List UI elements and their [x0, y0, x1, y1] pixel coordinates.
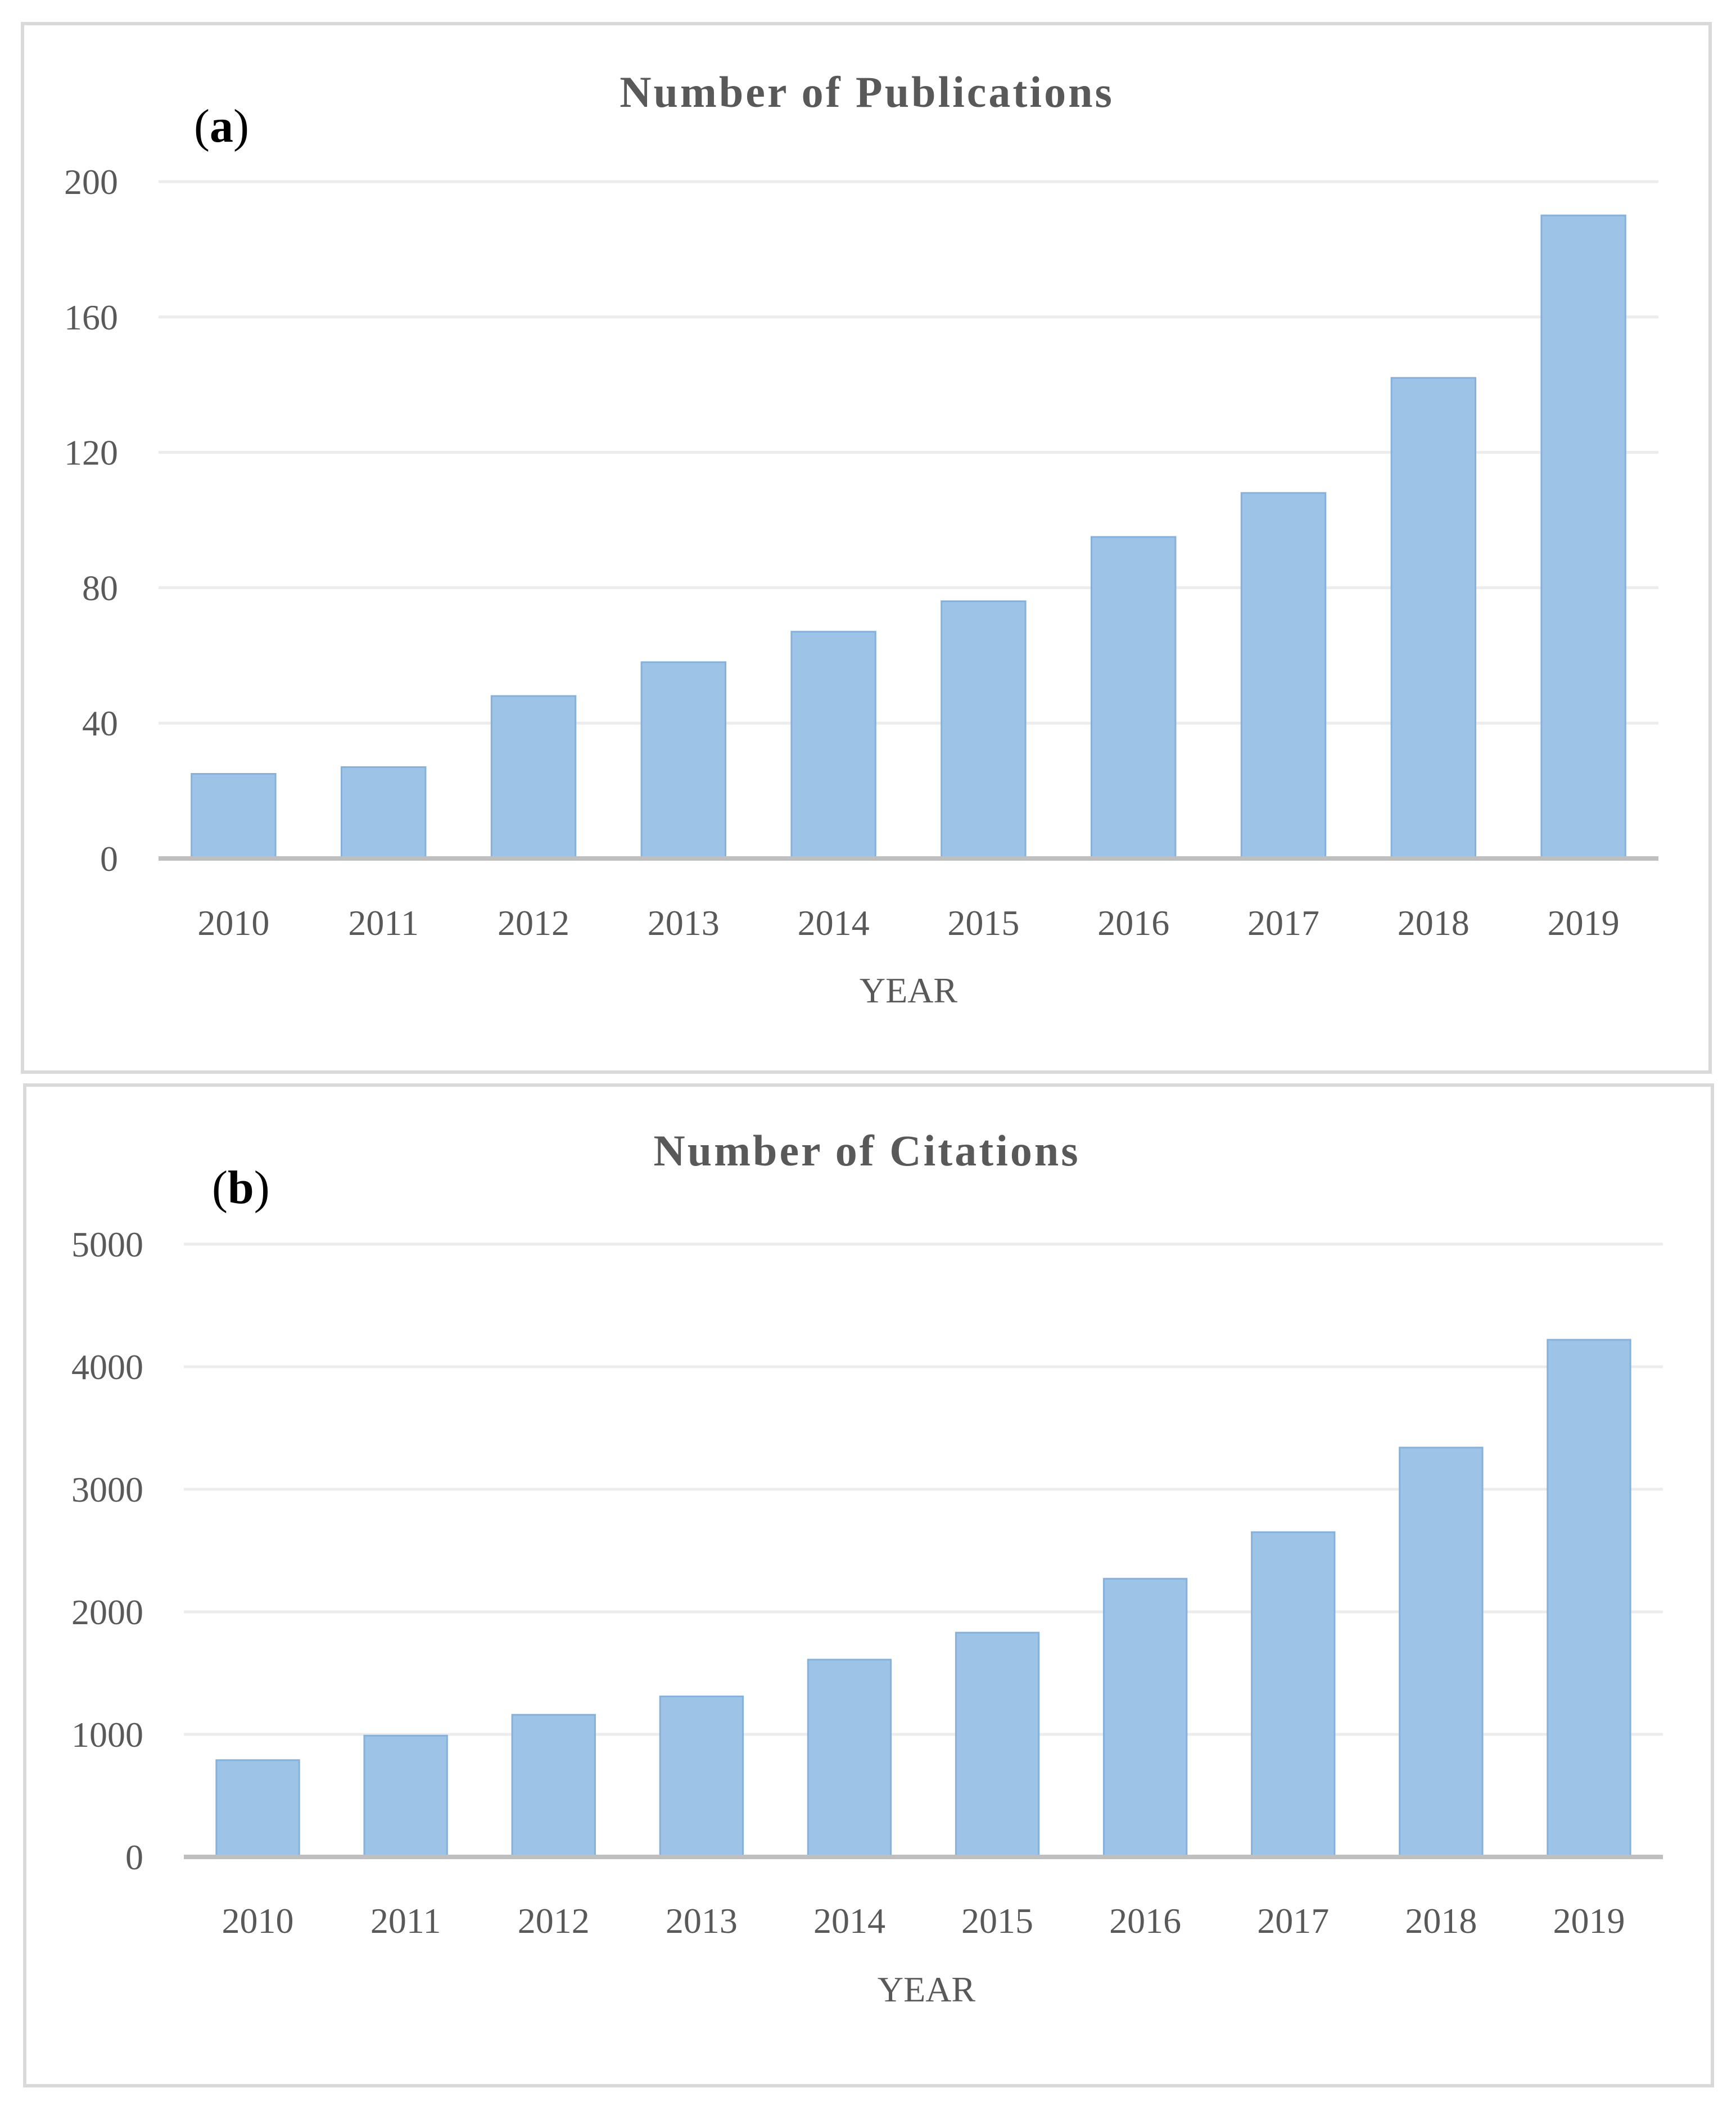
publications-y-tick-label: 0	[100, 839, 118, 879]
publications-y-tick-label: 200	[64, 162, 118, 202]
citations-y-tick-label: 4000	[71, 1347, 143, 1387]
publications-panel-label: (a)	[194, 100, 249, 152]
publications-bar-2014	[790, 631, 876, 860]
publications-y-tick-label: 40	[82, 703, 118, 743]
publications-y-tick-label: 120	[64, 433, 118, 473]
publications-y-ticks: 0 40 80 120 160 200	[64, 162, 118, 879]
publications-x-axis-label: YEAR	[860, 970, 958, 1010]
publications-x-ticks: 2010 2011 2012 2013 2014 2015 2016 2017 2018 2019	[197, 903, 1619, 943]
publications-bar-2015	[941, 600, 1027, 860]
publications-bars	[191, 214, 1626, 860]
publications-y-tick-label: 160	[64, 297, 118, 337]
publications-bar-2016	[1090, 536, 1177, 860]
publications-x-tick-label: 2014	[798, 903, 870, 943]
citations-panel-label: (b)	[212, 1162, 270, 1214]
citations-x-tick-label: 2012	[518, 1901, 590, 1941]
publications-x-tick-label: 2016	[1097, 903, 1169, 943]
citations-bar-2018	[1399, 1447, 1484, 1858]
citations-bar-2014	[807, 1658, 892, 1858]
publications-x-tick-label: 2010	[197, 903, 269, 943]
publications-bar-2017	[1240, 492, 1327, 860]
citations-x-tick-label: 2014	[813, 1901, 885, 1941]
publications-bar-2013	[640, 661, 727, 860]
citations-bar-2011	[363, 1734, 448, 1858]
publications-x-tick-label: 2012	[498, 903, 569, 943]
publications-bar-2019	[1540, 214, 1626, 860]
publications-chart: Number of Publications (a) 0 40 80 120 160 20…	[21, 22, 1712, 1074]
publications-x-tick-label: 2013	[648, 903, 720, 943]
citations-bar-2015	[955, 1632, 1040, 1858]
citations-bar-2017	[1251, 1531, 1336, 1858]
citations-bar-2010	[215, 1759, 300, 1858]
citations-x-tick-label: 2019	[1553, 1901, 1625, 1941]
citations-y-tick-label: 5000	[71, 1224, 143, 1264]
citations-x-tick-label: 2010	[222, 1901, 294, 1941]
citations-x-tick-label: 2017	[1257, 1901, 1329, 1941]
citations-bar-2013	[659, 1695, 744, 1858]
publications-x-tick-label: 2017	[1247, 903, 1319, 943]
publications-x-tick-label: 2011	[348, 903, 419, 943]
citations-x-tick-label: 2013	[666, 1901, 738, 1941]
citations-x-tick-label: 2018	[1405, 1901, 1477, 1941]
citations-y-tick-label: 2000	[71, 1592, 143, 1632]
publications-x-tick-label: 2015	[947, 903, 1019, 943]
citations-bar-2016	[1102, 1578, 1188, 1858]
publications-chart-title: Number of Publications	[620, 67, 1114, 116]
citations-bar-2019	[1547, 1339, 1631, 1858]
citations-y-ticks: 0 1000 2000 3000 4000 5000	[71, 1224, 143, 1877]
citations-chart-title: Number of Citations	[653, 1126, 1080, 1175]
citations-y-tick-label: 1000	[71, 1715, 143, 1755]
publications-bar-2018	[1390, 377, 1477, 860]
citations-y-tick-label: 3000	[71, 1470, 143, 1510]
citations-x-tick-label: 2011	[370, 1901, 441, 1941]
citations-x-axis-label: YEAR	[878, 1969, 976, 2009]
publications-x-tick-label: 2018	[1398, 903, 1470, 943]
citations-bars	[215, 1339, 1631, 1858]
publications-y-tick-label: 80	[82, 568, 118, 608]
citations-x-ticks: 2010 2011 2012 2013 2014 2015 2016 2017 2018 2019	[222, 1901, 1625, 1941]
citations-x-tick-label: 2016	[1109, 1901, 1181, 1941]
citations-x-tick-label: 2015	[961, 1901, 1033, 1941]
publications-bar-2012	[490, 695, 577, 860]
citations-chart: Number of Citations (b) 0 1000 2000 3000 400…	[23, 1083, 1714, 2087]
publications-x-tick-label: 2019	[1548, 903, 1620, 943]
publications-bar-2011	[340, 766, 427, 860]
citations-y-tick-label: 0	[125, 1837, 143, 1877]
citations-bar-2012	[511, 1714, 596, 1858]
publications-bar-2010	[191, 773, 277, 860]
